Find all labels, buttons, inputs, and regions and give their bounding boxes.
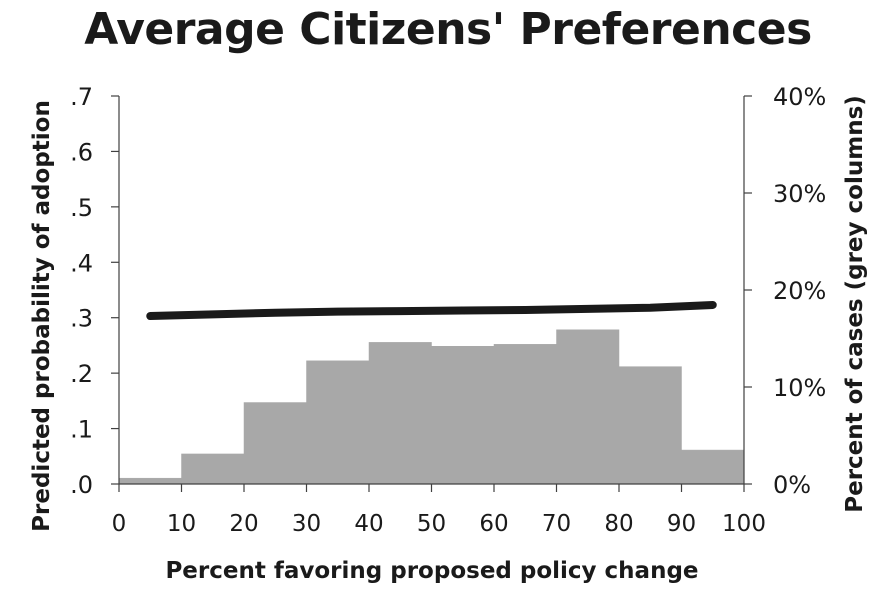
x-tick-label: 70: [542, 511, 571, 537]
x-tick-label: 20: [229, 511, 258, 537]
probability-series-line: [146, 300, 717, 321]
y2-tick-label: 0%: [773, 471, 811, 499]
axes: [111, 95, 752, 492]
histogram-bar: [618, 366, 682, 485]
histogram-bar: [181, 453, 245, 485]
x-tick-label: 80: [604, 511, 633, 537]
y-tick-label: .4: [70, 249, 93, 277]
y-tick-label: .7: [70, 83, 93, 111]
y2-tick-label: 40%: [773, 83, 826, 111]
y2-tick-label: 20%: [773, 277, 826, 305]
y2-tick-label: 10%: [773, 374, 826, 402]
probability-line: [146, 300, 717, 321]
histogram-bar: [306, 360, 370, 485]
histogram-bar: [431, 346, 495, 485]
x-tick-label: 100: [722, 511, 766, 537]
x-tick-label: 90: [667, 511, 696, 537]
y2-tick-label: 30%: [773, 180, 826, 208]
y-tick-label: .5: [70, 194, 93, 222]
x-tick-label: 50: [417, 511, 446, 537]
y-tick-label: .0: [70, 471, 93, 499]
x-axis-label: Percent favoring proposed policy change: [165, 558, 698, 584]
x-tick-label: 30: [292, 511, 321, 537]
histogram-bar: [118, 477, 182, 485]
histogram-bar: [243, 402, 307, 485]
tick-labels: .0 .1 .2 .3 .4 .5 .6 .7 0% 10% 20% 30% 40% 0 10 20 30 40 5…: [70, 83, 826, 537]
x-tick-label: 60: [479, 511, 508, 537]
histogram-bar: [368, 342, 432, 485]
histogram-bar: [681, 449, 745, 485]
y-tick-label: .6: [70, 138, 93, 166]
chart-title: Average Citizens' Preferences: [84, 4, 812, 55]
y-tick-label: .1: [70, 416, 93, 444]
histogram-bars: [118, 329, 745, 485]
x-tick-label: 40: [354, 511, 383, 537]
y-tick-label: .3: [70, 305, 93, 333]
histogram-bar: [556, 329, 620, 485]
x-tick-label: 10: [167, 511, 196, 537]
y-tick-label: .2: [70, 360, 93, 388]
y2-axis-label: Percent of cases (grey columns): [842, 95, 868, 513]
histogram-bar: [493, 344, 557, 485]
y-axis-label: Predicted probability of adoption: [29, 100, 55, 532]
x-tick-label: 0: [112, 511, 127, 537]
